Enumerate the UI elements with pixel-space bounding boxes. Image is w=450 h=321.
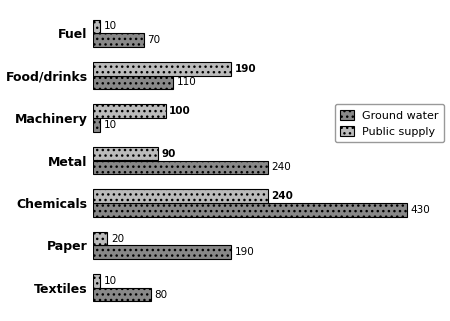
Text: 190: 190	[235, 64, 256, 74]
Bar	[93, 147, 158, 160]
Text: 80: 80	[155, 290, 168, 299]
Bar	[93, 105, 166, 118]
Text: 240: 240	[271, 191, 293, 201]
Bar	[93, 232, 107, 245]
Text: 70: 70	[147, 35, 161, 45]
Text: 10: 10	[104, 120, 117, 130]
Bar	[93, 76, 173, 89]
Text: 240: 240	[271, 162, 291, 172]
Text: 20: 20	[111, 234, 124, 244]
Text: 10: 10	[104, 276, 117, 286]
Bar	[93, 245, 231, 259]
Legend: Ground water, Public supply: Ground water, Public supply	[335, 104, 445, 143]
Bar	[93, 20, 100, 33]
Bar	[93, 189, 268, 203]
Bar	[93, 160, 268, 174]
Bar	[93, 62, 231, 76]
Text: 110: 110	[176, 77, 196, 87]
Bar	[93, 288, 151, 301]
Bar	[93, 203, 406, 216]
Text: 90: 90	[162, 149, 176, 159]
Bar	[93, 118, 100, 132]
Text: 190: 190	[235, 247, 255, 257]
Bar	[93, 274, 100, 288]
Text: 100: 100	[169, 106, 191, 116]
Text: 10: 10	[104, 22, 117, 31]
Bar	[93, 33, 144, 47]
Text: 430: 430	[410, 205, 430, 215]
